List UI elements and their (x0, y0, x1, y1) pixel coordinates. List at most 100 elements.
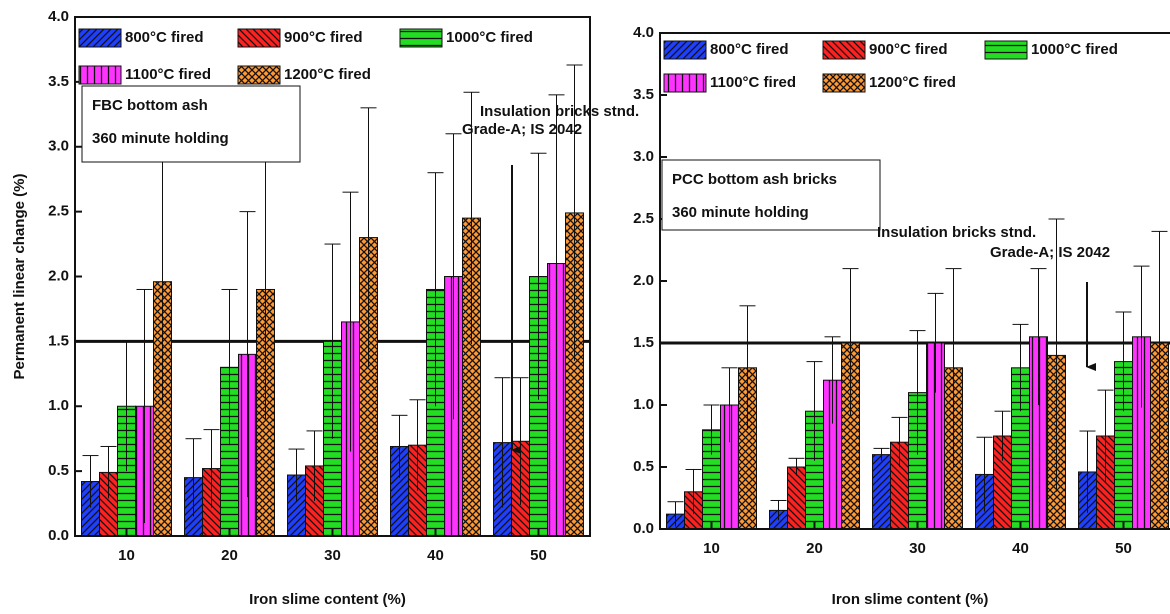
y-tick-label: 3.0 (633, 148, 654, 165)
standard-label: Insulation bricks stnd. (480, 103, 639, 120)
legend-swatch (822, 40, 866, 60)
error-bar (976, 436, 993, 512)
bar (872, 454, 891, 530)
error-bar (118, 340, 135, 472)
error-bar (324, 243, 341, 439)
error-bar (873, 447, 890, 461)
error-bar (360, 107, 377, 368)
info-box (661, 159, 881, 231)
error-bar (427, 172, 444, 407)
y-tick-label: 2.5 (48, 203, 69, 220)
legend-swatch (78, 28, 122, 48)
error-bar (1048, 218, 1065, 492)
x-tick-label: 40 (427, 547, 444, 564)
error-bar (1097, 389, 1114, 482)
legend-swatch (984, 40, 1028, 60)
y-tick-label: 3.0 (48, 138, 69, 155)
info-text: 360 minute holding (92, 130, 229, 147)
legend-label: 1000°C fired (1031, 41, 1118, 58)
info-text: PCC bottom ash bricks (672, 171, 837, 188)
y-tick-label: 0.0 (633, 520, 654, 537)
error-bar (842, 268, 859, 418)
x-tick-label: 50 (530, 547, 547, 564)
error-bar (391, 414, 408, 478)
legend-label: 800°C fired (710, 41, 789, 58)
chart-panel: 0.0 0.5 1.0 1.5 2.0 2.5 3.0 3.5 4.0 10 20 30 40 50 Iro… (633, 24, 1170, 608)
x-tick-label: 40 (1012, 540, 1029, 557)
error-bar (306, 430, 323, 501)
error-bar (136, 288, 153, 524)
error-bar (463, 91, 480, 344)
error-bar (185, 438, 202, 517)
error-bar (994, 410, 1011, 461)
error-bar (739, 305, 756, 430)
legend-swatch (237, 65, 281, 85)
error-bar (806, 361, 823, 461)
error-bar (788, 457, 805, 476)
error-bar (770, 499, 787, 521)
x-tick-label: 30 (324, 547, 341, 564)
error-bar (494, 377, 511, 508)
x-tick-label: 20 (806, 540, 823, 557)
y-tick-label: 1.5 (48, 332, 69, 349)
x-axis-label: Iron slime content (%) (249, 591, 406, 608)
y-tick-label: 4.0 (633, 24, 654, 41)
error-bar (239, 211, 256, 498)
y-tick-label: 1.5 (633, 334, 654, 351)
bar (787, 466, 806, 530)
y-tick-label: 3.5 (48, 73, 69, 90)
y-tick-label: 1.0 (633, 396, 654, 413)
x-tick-label: 50 (1115, 540, 1132, 557)
error-bar (891, 416, 908, 467)
error-bar (445, 133, 462, 420)
x-tick-label: 30 (909, 540, 926, 557)
error-bar (1012, 323, 1029, 412)
x-axis-label: Iron slime content (%) (832, 591, 989, 608)
info-box (81, 85, 301, 163)
error-bar (1115, 311, 1132, 412)
y-tick-label: 1.0 (48, 397, 69, 414)
info-text: FBC bottom ash (92, 97, 208, 114)
error-bar (703, 404, 720, 455)
error-bar (409, 399, 426, 491)
error-bar (512, 377, 529, 505)
standard-label: Grade-A; IS 2042 (462, 121, 582, 138)
legend-swatch (663, 73, 707, 93)
y-tick-label: 2.5 (633, 210, 654, 227)
error-bar (1079, 430, 1096, 513)
legend-label: 1200°C fired (284, 66, 371, 83)
legend-label: 1000°C fired (446, 29, 533, 46)
legend-label: 1100°C fired (710, 74, 796, 91)
legend-swatch (399, 28, 443, 48)
error-bar (100, 445, 117, 499)
error-bar (927, 292, 944, 393)
error-bar (721, 367, 738, 443)
standard-label: Insulation bricks stnd. (877, 224, 1036, 241)
error-bar (548, 94, 565, 433)
y-tick-label: 2.0 (48, 267, 69, 284)
legend-label: 900°C fired (284, 29, 363, 46)
y-tick-label: 4.0 (48, 8, 69, 25)
legend-label: 800°C fired (125, 29, 204, 46)
error-bar (530, 152, 547, 400)
x-tick-label: 20 (221, 547, 238, 564)
x-tick-label: 10 (118, 547, 135, 564)
y-tick-label: 0.5 (48, 462, 69, 479)
error-bar (342, 191, 359, 452)
chart-panel: 0.0 0.5 1.0 1.5 2.0 2.5 3.0 3.5 4.0 10 20 30 40 50 Iro… (11, 8, 639, 608)
legend-swatch (78, 65, 122, 85)
legend-swatch (663, 40, 707, 60)
info-text: 360 minute holding (672, 204, 809, 221)
legend-label: 1100°C fired (125, 66, 211, 83)
legend-label: 1200°C fired (869, 74, 956, 91)
error-bar (667, 501, 684, 527)
error-bar (566, 64, 583, 361)
error-bar (288, 448, 305, 501)
error-bar (945, 268, 962, 467)
legend-label: 900°C fired (869, 41, 948, 58)
y-tick-label: 0.0 (48, 527, 69, 544)
y-tick-label: 2.0 (633, 272, 654, 289)
standard-label: Grade-A; IS 2042 (990, 244, 1110, 261)
error-bar (685, 468, 702, 515)
